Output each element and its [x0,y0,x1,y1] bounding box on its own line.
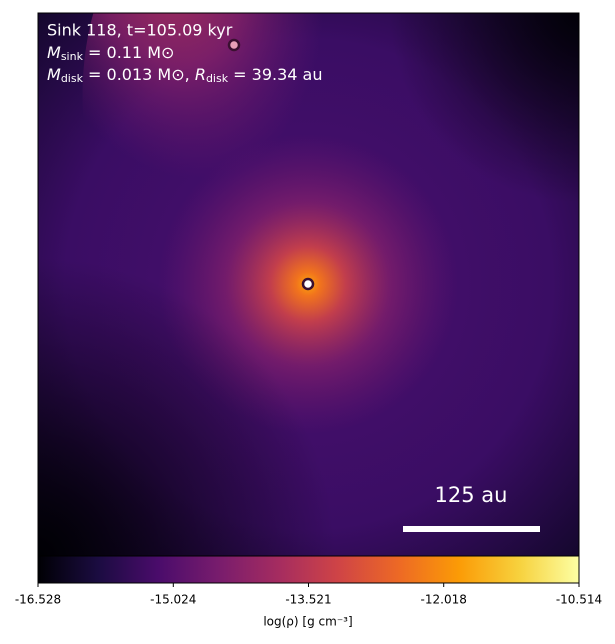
colorbar-tick-label: -15.024 [150,593,196,607]
colorbar-tick-label: -12.018 [421,593,467,607]
scale-bar-label: 125 au [435,483,508,507]
sink-marker [301,277,315,291]
colorbar-tick-label: -16.528 [15,593,61,607]
annotation: Sink 118, t=105.09 kyr [47,21,233,40]
colorbar-label: log(ρ) [g cm⁻³] [263,615,352,629]
annotation: Mdisk = 0.013 M⊙, Rdisk = 39.34 au [47,65,323,86]
annotation: Msink = 0.11 M⊙ [47,43,174,64]
density-image [38,13,579,556]
sink-marker [227,38,241,52]
colorbar-tick-label: -10.514 [556,593,602,607]
scale-bar [403,526,540,532]
colorbar [37,555,580,584]
colorbar-tick-label: -13.521 [285,593,331,607]
